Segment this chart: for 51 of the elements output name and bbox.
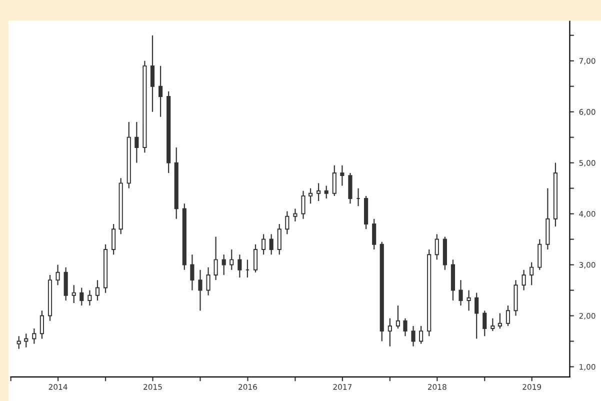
candlestick [206,266,210,296]
candlestick [301,190,306,220]
candlestick [64,266,68,302]
candlestick [112,223,116,256]
candlestick [434,234,439,260]
candlestick [522,269,526,291]
candlestick [466,290,471,312]
candlestick [158,65,163,118]
candlestick [293,208,298,222]
candlestick [80,287,84,306]
candlestick [95,280,100,302]
candlestick [498,312,502,330]
candlestick [32,328,36,344]
candlestick [222,254,226,276]
candlestick [419,325,424,344]
candlestick [238,254,242,278]
candlestick [308,188,313,204]
candlestick [40,310,44,340]
candlestick [198,269,202,312]
candlestick [403,318,408,337]
candlestick [348,172,352,204]
candlestick [530,262,534,286]
candlestick [190,254,194,291]
candlestick [538,238,542,270]
candlestick [506,305,510,327]
candlestick [24,333,28,348]
candlestick [277,223,282,256]
candlestick [316,182,321,202]
candlestick [458,280,463,306]
candlestick [214,236,218,281]
candlestick [490,318,495,332]
candlestick [396,305,400,330]
candlestick [134,121,139,164]
candlestick [474,292,479,340]
candlestick [72,284,76,304]
candlestick [88,290,92,306]
candlestick [230,248,234,270]
candlestick [262,234,266,256]
candlestick [285,210,290,235]
candlestick [269,234,274,256]
candlestick [16,336,21,350]
candlestick [340,164,344,186]
candlestick [482,310,487,337]
candlestick [411,325,416,347]
candlestick [150,34,155,112]
candlestick [56,264,60,286]
candlestick [388,318,392,347]
candlestick [332,164,336,196]
candlestick [253,244,258,273]
candlestick [324,185,328,200]
candlestick [372,218,376,250]
